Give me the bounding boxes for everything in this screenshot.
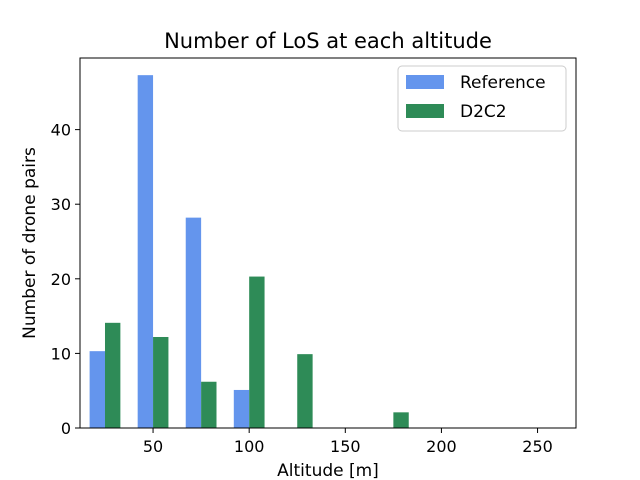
bar-reference-75 [185, 217, 202, 428]
plot-frame [79, 57, 577, 429]
bar-reference-100 [233, 389, 250, 428]
legend-label: Reference [460, 73, 546, 93]
y-tick-label: 10 [51, 344, 71, 363]
y-ticks-group: 0 10 20 30 40 [51, 121, 80, 438]
bar-reference-25 [89, 351, 105, 428]
legend-label: D2C2 [460, 102, 507, 122]
legend-swatch [406, 75, 444, 89]
bar-d2c2-100 [249, 276, 265, 428]
x-ticks-group: 50 100 150 200 250 [143, 428, 553, 456]
bar-d2c2-175 [393, 412, 409, 428]
x-tick-label: 250 [522, 437, 553, 456]
chart-title: Number of LoS at each altitude [164, 29, 492, 53]
bar-reference-50 [137, 75, 154, 428]
y-tick-label: 20 [51, 270, 71, 289]
x-tick-label: 100 [234, 437, 265, 456]
x-axis-label: Altitude [m] [277, 461, 379, 480]
legend-swatch [406, 104, 444, 118]
y-axis-label: Number of drone pairs [20, 147, 40, 339]
bar-d2c2-125 [297, 354, 313, 428]
legend: Reference D2C2 [397, 65, 567, 132]
y-tick-label: 40 [51, 121, 71, 140]
bars-group [89, 75, 409, 428]
y-tick-label: 0 [61, 419, 71, 438]
bar-d2c2-25 [104, 322, 121, 428]
x-tick-label: 50 [143, 437, 163, 456]
y-tick-label: 30 [51, 195, 71, 214]
x-tick-label: 150 [330, 437, 361, 456]
x-tick-label: 200 [426, 437, 457, 456]
bar-d2c2-50 [153, 336, 169, 428]
bar-d2c2-75 [201, 381, 217, 428]
